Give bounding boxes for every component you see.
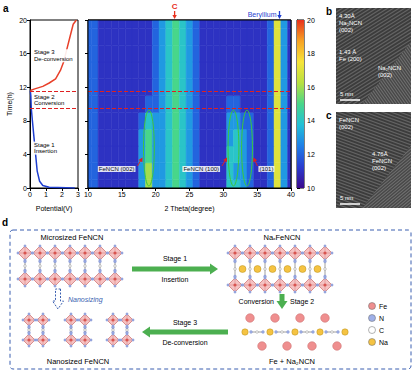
svg-text:3: 3: [76, 191, 80, 198]
svg-text:Nanosized FeNCN: Nanosized FeNCN: [47, 357, 110, 366]
svg-text:Fe: Fe: [379, 303, 387, 310]
svg-text:Time(h): Time(h): [6, 92, 14, 116]
svg-text:4.30Å: 4.30Å: [339, 13, 355, 19]
svg-text:Stage 2: Stage 2: [34, 94, 55, 100]
svg-text:a: a: [3, 3, 9, 14]
svg-text:Stage 2: Stage 2: [290, 298, 314, 306]
svg-text:25: 25: [186, 191, 194, 198]
svg-text:Stage 1: Stage 1: [34, 142, 55, 148]
svg-text:Stage 3: Stage 3: [34, 49, 55, 55]
svg-text:5 nm: 5 nm: [340, 91, 353, 97]
svg-text:35: 35: [253, 191, 261, 198]
svg-text:20: 20: [307, 17, 315, 24]
svg-text:2 Theta(degree): 2 Theta(degree): [164, 205, 214, 213]
svg-text:15: 15: [118, 191, 126, 198]
svg-text:Na₂NCN: Na₂NCN: [339, 20, 362, 26]
svg-text:d: d: [2, 217, 8, 228]
svg-text:20: 20: [19, 17, 27, 24]
svg-text:Na₂NCN: Na₂NCN: [378, 65, 401, 71]
svg-text:20: 20: [152, 191, 160, 198]
svg-text:(002): (002): [339, 124, 353, 130]
svg-text:FeNCN: FeNCN: [372, 158, 392, 164]
svg-text:10: 10: [307, 185, 315, 192]
svg-text:(002): (002): [339, 27, 353, 33]
svg-text:8: 8: [23, 117, 27, 124]
svg-text:Fe (200): Fe (200): [339, 56, 362, 62]
svg-text:Fe + Na₂NCN: Fe + Na₂NCN: [269, 357, 315, 366]
svg-text:b: b: [326, 6, 332, 17]
svg-text:FeNCN (100): FeNCN (100): [183, 166, 219, 172]
svg-text:Na: Na: [379, 339, 388, 346]
svg-text:Microsized FeNCN: Microsized FeNCN: [41, 233, 104, 242]
svg-text:0: 0: [28, 191, 32, 198]
svg-text:1.43 Å: 1.43 Å: [339, 49, 356, 55]
svg-text:Conversion: Conversion: [34, 100, 64, 106]
svg-text:0: 0: [23, 185, 27, 192]
svg-text:12: 12: [19, 84, 27, 91]
svg-text:Beryllium: Beryllium: [248, 11, 277, 19]
svg-text:10: 10: [84, 191, 92, 198]
svg-text:C: C: [172, 2, 178, 11]
svg-text:14: 14: [307, 117, 315, 124]
svg-text:Nanosizing: Nanosizing: [68, 296, 103, 304]
svg-text:(101): (101): [259, 166, 273, 172]
svg-text:18: 18: [307, 50, 315, 57]
svg-text:Insertion: Insertion: [162, 276, 189, 283]
svg-text:c: c: [326, 110, 332, 121]
svg-text:NaₓFeNCN: NaₓFeNCN: [263, 233, 300, 242]
svg-text:(002): (002): [378, 72, 392, 78]
svg-text:2: 2: [60, 191, 64, 198]
svg-text:Insertion: Insertion: [34, 148, 57, 154]
svg-text:Conversion: Conversion: [239, 298, 275, 305]
svg-text:5 nm: 5 nm: [340, 195, 353, 201]
svg-text:4: 4: [23, 151, 27, 158]
svg-text:De-conversion: De-conversion: [162, 339, 207, 346]
svg-text:40: 40: [287, 191, 295, 198]
svg-text:FeNCN (002): FeNCN (002): [99, 166, 135, 172]
svg-text:N: N: [379, 315, 384, 322]
svg-text:Potential(V): Potential(V): [36, 205, 73, 213]
svg-text:30: 30: [219, 191, 227, 198]
svg-text:1: 1: [44, 191, 48, 198]
svg-text:Stage 1: Stage 1: [163, 255, 187, 263]
svg-text:C: C: [379, 327, 384, 334]
svg-text:FeNCN: FeNCN: [339, 117, 359, 123]
svg-text:De-conversion: De-conversion: [34, 56, 73, 62]
svg-text:4.76Å: 4.76Å: [372, 151, 388, 157]
svg-text:16: 16: [19, 50, 27, 57]
svg-text:12: 12: [307, 151, 315, 158]
svg-text:(002): (002): [372, 165, 386, 171]
svg-text:16: 16: [307, 84, 315, 91]
svg-text:Stage 3: Stage 3: [173, 319, 197, 327]
